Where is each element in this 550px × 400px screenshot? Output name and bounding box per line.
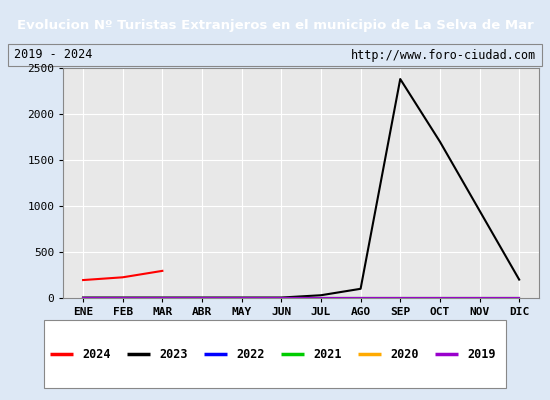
- Text: 2019: 2019: [468, 348, 496, 360]
- Text: 2021: 2021: [314, 348, 342, 360]
- Text: 2024: 2024: [82, 348, 111, 360]
- Text: 2019 - 2024: 2019 - 2024: [14, 48, 92, 62]
- Text: http://www.foro-ciudad.com: http://www.foro-ciudad.com: [351, 48, 536, 62]
- Text: 2022: 2022: [236, 348, 265, 360]
- Text: 2020: 2020: [390, 348, 419, 360]
- Text: 2023: 2023: [160, 348, 188, 360]
- Text: Evolucion Nº Turistas Extranjeros en el municipio de La Selva de Mar: Evolucion Nº Turistas Extranjeros en el …: [16, 18, 534, 32]
